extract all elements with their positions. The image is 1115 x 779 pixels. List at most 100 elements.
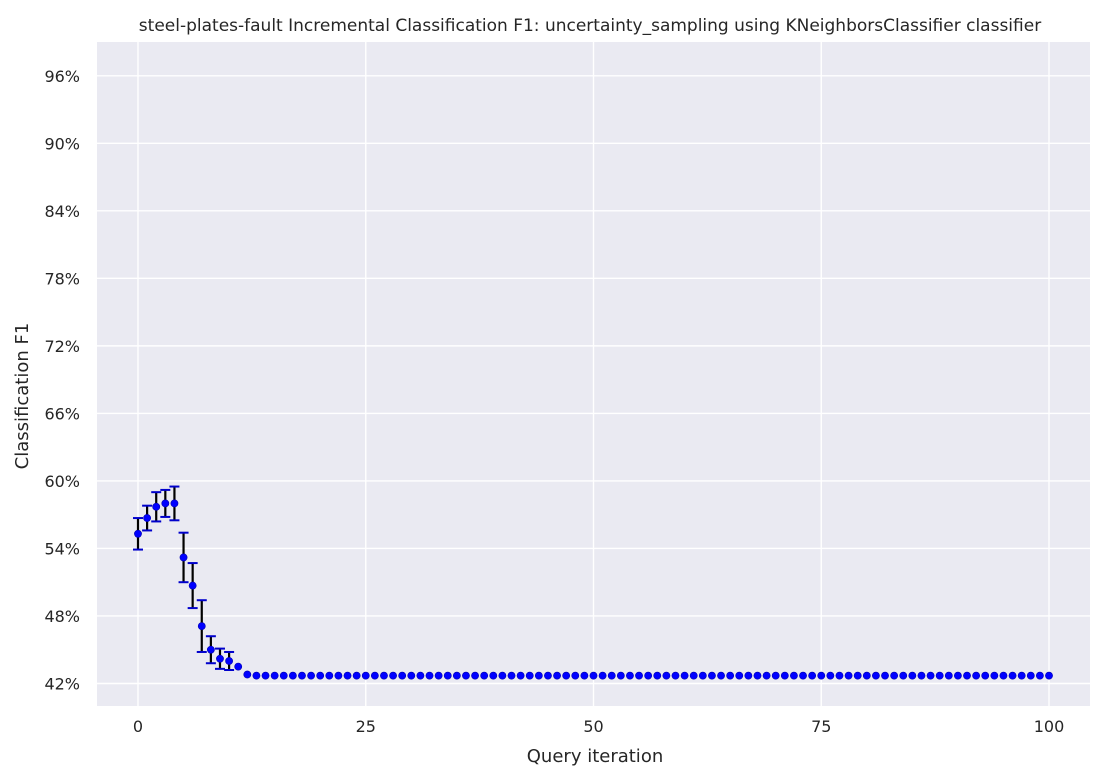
data-point (607, 671, 616, 680)
data-point (1035, 671, 1044, 680)
data-point (1026, 671, 1035, 680)
y-tick-label: 72% (44, 337, 80, 356)
data-point (452, 671, 461, 680)
data-point (407, 671, 416, 680)
data-point (316, 671, 325, 680)
data-point (653, 671, 662, 680)
data-point (170, 499, 179, 508)
data-point (398, 671, 407, 680)
data-point (1045, 671, 1053, 680)
x-tick-label: 25 (356, 717, 376, 736)
data-point (471, 671, 479, 680)
data-point (926, 671, 935, 680)
data-point (735, 671, 744, 680)
y-tick-label: 66% (44, 404, 80, 423)
y-tick-label: 54% (44, 539, 80, 558)
data-point (717, 671, 725, 680)
data-point (972, 671, 981, 680)
data-point (279, 671, 288, 680)
data-point (963, 671, 971, 680)
data-point (516, 671, 525, 680)
data-point (325, 671, 334, 680)
tick-labels: 42% 48% 54% 60% 66% 72% 78% 84% 90% 96% 0 25 50 75 100 (44, 67, 1064, 736)
data-point (216, 654, 224, 663)
x-tick-label: 75 (811, 717, 831, 736)
data-point (689, 671, 698, 680)
data-point (726, 671, 735, 680)
y-tick-label: 48% (44, 607, 80, 626)
data-point (243, 670, 252, 679)
data-point (580, 671, 589, 680)
data-point (662, 671, 671, 680)
data-point (799, 671, 807, 680)
data-point (890, 671, 899, 680)
data-point (990, 671, 999, 680)
data-point (771, 671, 780, 680)
data-point (489, 671, 498, 680)
data-point (361, 671, 370, 680)
data-point (380, 671, 388, 680)
data-point (434, 671, 443, 680)
data-point (872, 671, 880, 680)
data-point (1017, 671, 1026, 680)
data-point (562, 671, 571, 680)
data-point (954, 671, 962, 680)
data-point (753, 671, 762, 680)
data-point (817, 671, 826, 680)
y-tick-label: 60% (44, 472, 80, 491)
data-point (708, 671, 716, 680)
data-point (270, 671, 279, 680)
y-tick-label: 96% (44, 67, 80, 86)
data-point (206, 645, 215, 654)
data-point (507, 671, 516, 680)
data-point (152, 502, 161, 511)
x-tick-label: 0 (133, 717, 143, 736)
data-point (298, 671, 306, 680)
data-point (425, 671, 434, 680)
data-point (999, 671, 1008, 680)
data-point (370, 671, 379, 680)
x-tick-label: 50 (583, 717, 603, 736)
data-point (480, 671, 489, 680)
data-point (853, 671, 862, 680)
data-point (808, 671, 817, 680)
data-point (616, 671, 625, 680)
data-point (352, 671, 361, 680)
data-point (762, 671, 771, 680)
data-point (917, 671, 926, 680)
data-point (626, 671, 634, 680)
data-point (835, 671, 844, 680)
data-point (826, 671, 835, 680)
data-point (534, 671, 543, 680)
y-axis-label: Classification F1 (12, 323, 33, 470)
data-point (571, 671, 580, 680)
y-tick-label: 90% (44, 134, 80, 153)
data-point (862, 671, 871, 680)
data-point (179, 553, 188, 562)
data-point (188, 581, 197, 590)
data-point (443, 671, 452, 680)
data-point (589, 671, 598, 680)
data-point (498, 671, 507, 680)
data-point (525, 671, 534, 680)
data-point (389, 671, 397, 680)
data-point (899, 671, 908, 680)
data-point (598, 671, 607, 680)
data-point (197, 622, 206, 630)
data-point (234, 662, 243, 671)
data-point (225, 657, 233, 665)
data-point (671, 671, 680, 680)
data-point (161, 499, 170, 508)
data-point (462, 671, 470, 680)
data-point (261, 671, 270, 680)
data-point (908, 671, 917, 680)
data-point (698, 671, 707, 680)
data-point (780, 671, 789, 680)
data-point (288, 671, 297, 680)
data-point (935, 671, 944, 680)
data-point (553, 671, 561, 680)
data-point (844, 671, 853, 680)
data-point (252, 671, 261, 680)
data-point (343, 671, 352, 680)
